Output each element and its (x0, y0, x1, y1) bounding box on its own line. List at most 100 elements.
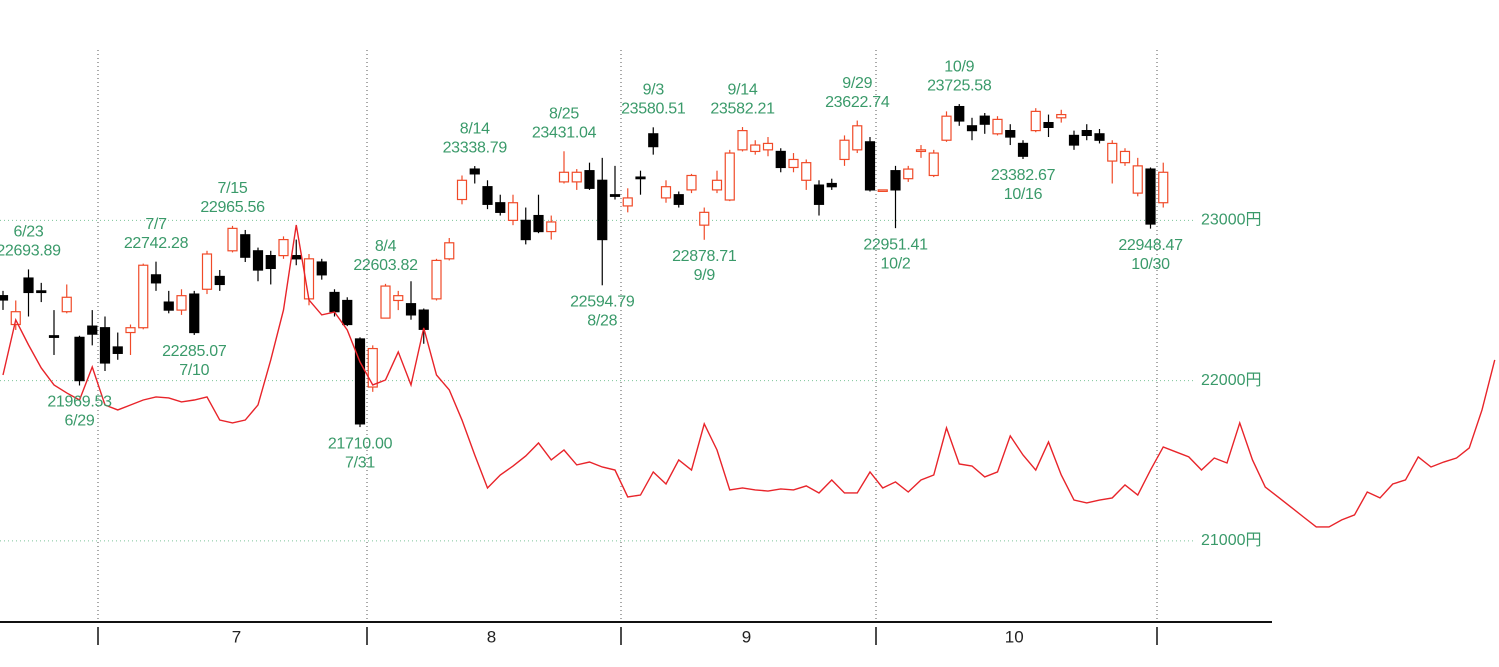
candle-body (393, 295, 404, 302)
candle-body (1030, 110, 1041, 132)
candle-body (456, 179, 468, 201)
candle-body (495, 202, 506, 213)
annotation-value: 23582.21 (710, 100, 775, 117)
candle-body (775, 150, 786, 169)
annotation-date: 8/25 (549, 105, 579, 122)
annotation-date: 10/30 (1131, 256, 1170, 273)
annotation-date: 7/15 (218, 180, 248, 197)
annotation-date: 7/31 (345, 454, 375, 471)
candle-body (992, 118, 1003, 135)
candle-body (10, 311, 21, 326)
candle-body (711, 179, 723, 191)
month-ticks (97, 627, 1158, 645)
candle-body (686, 174, 697, 191)
candle-body (1107, 142, 1118, 162)
y-tick-label: 22000円 (1201, 372, 1262, 389)
candle-body (635, 176, 646, 180)
candle-body (1158, 171, 1169, 204)
annotation-value: 22878.71 (672, 248, 737, 265)
x-tick-label: 9 (742, 627, 751, 646)
candle-body (354, 338, 366, 425)
candle-body (0, 295, 9, 301)
candle-body (546, 221, 557, 233)
candle-body (444, 242, 455, 260)
candle-body (48, 335, 60, 338)
x-tick-label: 7 (232, 627, 241, 646)
candle-body (1094, 133, 1105, 141)
annotation-date: 10/16 (1004, 186, 1043, 203)
candle-body (724, 152, 735, 201)
candle-body (915, 149, 927, 153)
candle-body (201, 253, 213, 290)
y-tick-label: 21000円 (1201, 532, 1262, 549)
annotation-value: 23382.67 (991, 167, 1056, 184)
x-tick-label: 8 (487, 627, 496, 646)
candle-body (826, 182, 837, 188)
candle-body (240, 234, 251, 258)
annotation-date: 6/29 (65, 413, 95, 430)
line-series (2, 224, 1496, 528)
candle-body (660, 186, 672, 199)
candle-body (979, 115, 990, 125)
candle-body (941, 115, 952, 141)
candle-body (1005, 130, 1016, 138)
candle-body (329, 291, 340, 313)
candle-body (966, 125, 978, 132)
candle-body (877, 189, 888, 193)
candle-body (507, 202, 519, 221)
annotation-date: 9/14 (728, 81, 758, 98)
candle-body (558, 171, 570, 183)
candle-body (1119, 150, 1131, 164)
candle-body (265, 255, 276, 270)
candle-body (112, 346, 123, 354)
candle-body (852, 125, 863, 151)
candle-body (609, 194, 621, 197)
month-dividers (97, 50, 1158, 620)
candle-body (903, 168, 914, 180)
candle-body (839, 139, 850, 161)
annotation-value: 23725.58 (927, 77, 992, 94)
candle-body (278, 238, 289, 257)
candle-body (138, 264, 149, 329)
candle-body (431, 259, 442, 300)
annotation-value: 22594.79 (570, 294, 635, 311)
candle-body (928, 152, 939, 177)
candle-body (1017, 142, 1029, 157)
candle-body (150, 274, 162, 284)
candle-body (214, 275, 225, 286)
candle-body (252, 250, 264, 271)
candle-body (762, 142, 774, 151)
annotation-date: 9/9 (694, 267, 716, 284)
annotation-date: 8/28 (587, 313, 617, 330)
annotation-date: 8/4 (375, 238, 397, 255)
candle-body (405, 303, 417, 316)
annotation-date: 9/29 (842, 75, 872, 92)
candle-body (23, 277, 34, 294)
candle-body (418, 309, 429, 330)
candle-body (622, 197, 633, 207)
candle-body (482, 186, 493, 205)
candle-body (176, 295, 187, 311)
annotation-value: 22693.89 (0, 243, 61, 260)
annotation-value: 22965.56 (200, 199, 265, 216)
candle-body (1056, 113, 1067, 119)
candle-body (163, 301, 174, 311)
annotation-date: 9/3 (643, 82, 665, 99)
candle-body (890, 170, 901, 191)
candle-body (380, 285, 391, 319)
candle-body (316, 261, 327, 276)
candle-body (864, 141, 876, 191)
candle-body (125, 327, 136, 334)
annotation-date: 8/14 (460, 120, 490, 137)
annotation-value: 21969.53 (47, 394, 112, 411)
candle-body (1132, 165, 1143, 194)
y-tick-label: 23000円 (1201, 212, 1262, 229)
candle-body (520, 219, 531, 241)
candle-body (533, 214, 544, 233)
candle-body (584, 170, 595, 189)
candle-body (87, 325, 98, 335)
candle-body (367, 347, 378, 388)
candle-body (571, 171, 582, 183)
